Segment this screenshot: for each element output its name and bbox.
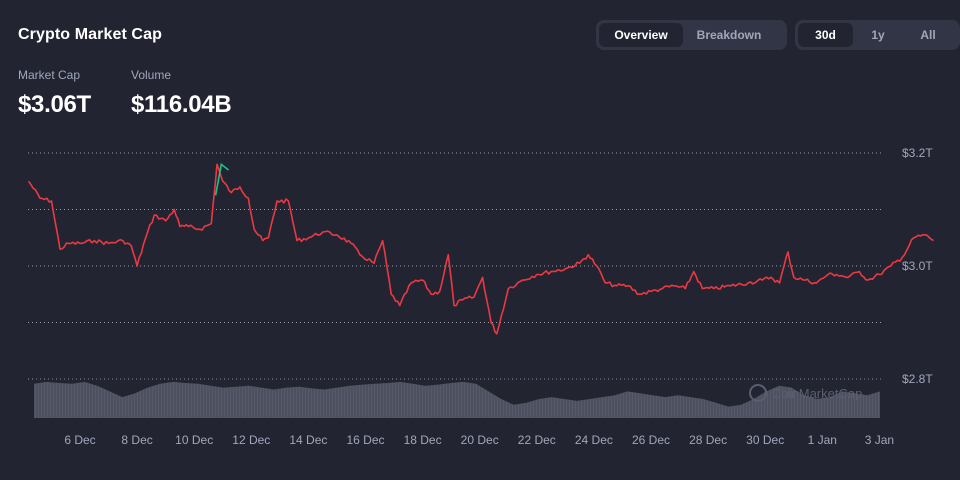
volume-value: $116.04B: [131, 91, 232, 118]
x-tick-label: 28 Dec: [689, 433, 727, 447]
tab-breakdown[interactable]: Breakdown: [696, 28, 762, 42]
y-tick-label: $3.0T: [902, 259, 933, 273]
x-tick-label: 14 Dec: [289, 433, 327, 447]
market-cap-stat: Market Cap $3.06T: [18, 68, 91, 119]
market-cap-line-up-segment: [214, 162, 229, 196]
x-tick-label: 24 Dec: [575, 433, 613, 447]
watermark-text: CoinMarketCap: [772, 386, 862, 401]
y-tick-label: $3.2T: [902, 146, 933, 160]
market-cap-label: Market Cap: [18, 68, 81, 82]
tab-overview[interactable]: Overview: [599, 23, 683, 47]
market-cap-line: [27, 163, 934, 335]
x-tick-label: 6 Dec: [64, 433, 95, 447]
x-tick-label: 26 Dec: [632, 433, 670, 447]
x-tick-label: 22 Dec: [518, 433, 556, 447]
x-tick-label: 1 Jan: [808, 433, 837, 447]
watermark: CoinMarketCap: [749, 384, 862, 402]
x-tick-label: 30 Dec: [746, 433, 784, 447]
range-30d-button[interactable]: 30d: [798, 23, 853, 47]
x-tick-label: 18 Dec: [404, 433, 442, 447]
market-cap-value: $3.06T: [18, 91, 91, 118]
volume-stat: Volume $116.04B: [131, 68, 232, 119]
range-all-button[interactable]: All: [920, 28, 936, 42]
x-tick-label: 8 Dec: [121, 433, 152, 447]
x-tick-label: 12 Dec: [232, 433, 270, 447]
x-tick-label: 16 Dec: [346, 433, 384, 447]
y-tick-label: $2.8T: [902, 372, 933, 386]
view-toggle: Overview Breakdown: [596, 20, 787, 50]
coinmarketcap-logo-icon: [749, 384, 767, 402]
range-toggle: 30d 1y All: [795, 20, 960, 50]
volume-label: Volume: [131, 68, 172, 82]
volume-area: [34, 381, 880, 418]
page-title: Crypto Market Cap: [18, 26, 162, 43]
range-1y-button[interactable]: 1y: [871, 28, 885, 42]
x-tick-label: 3 Jan: [865, 433, 894, 447]
x-tick-label: 20 Dec: [461, 433, 499, 447]
x-tick-label: 10 Dec: [175, 433, 213, 447]
